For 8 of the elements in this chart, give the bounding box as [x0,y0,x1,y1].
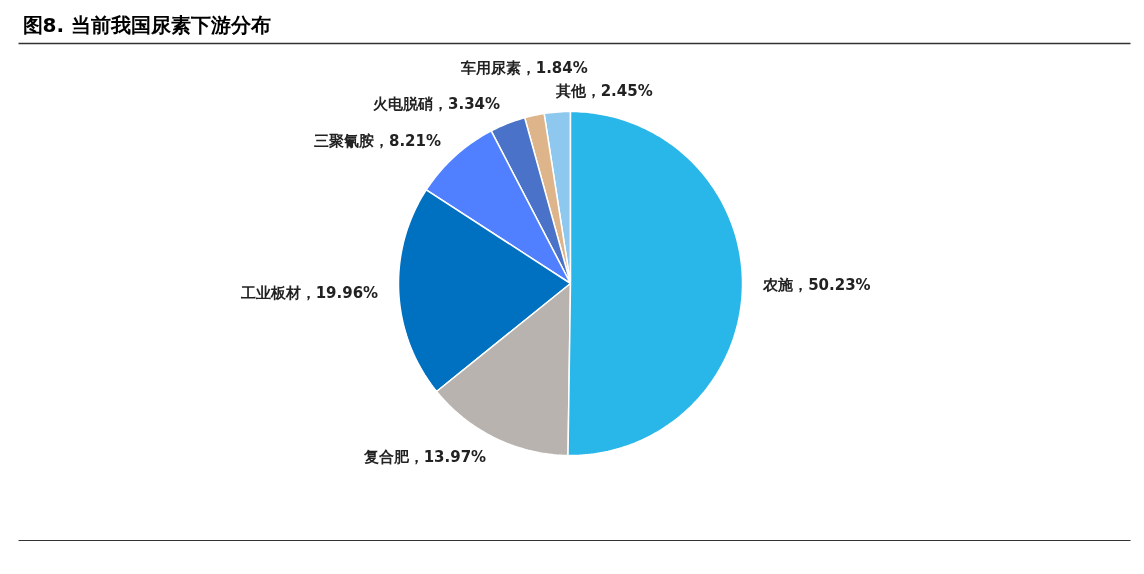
slice-label: 车用尿素，1.84% [459,59,588,78]
slice-label: 工业板材，19.96% [239,284,379,303]
slice-label: 复合肥，13.97% [362,447,487,466]
slice-label: 三聚氰胺，8.21% [313,131,441,150]
chart-title: 图8. 当前我国尿素下游分布 [22,12,271,37]
slice-label: 农施，50.23% [762,275,871,294]
slice-label: 火电脱硝，3.34% [373,95,501,114]
slice-label: 其他，2.45% [554,82,653,101]
